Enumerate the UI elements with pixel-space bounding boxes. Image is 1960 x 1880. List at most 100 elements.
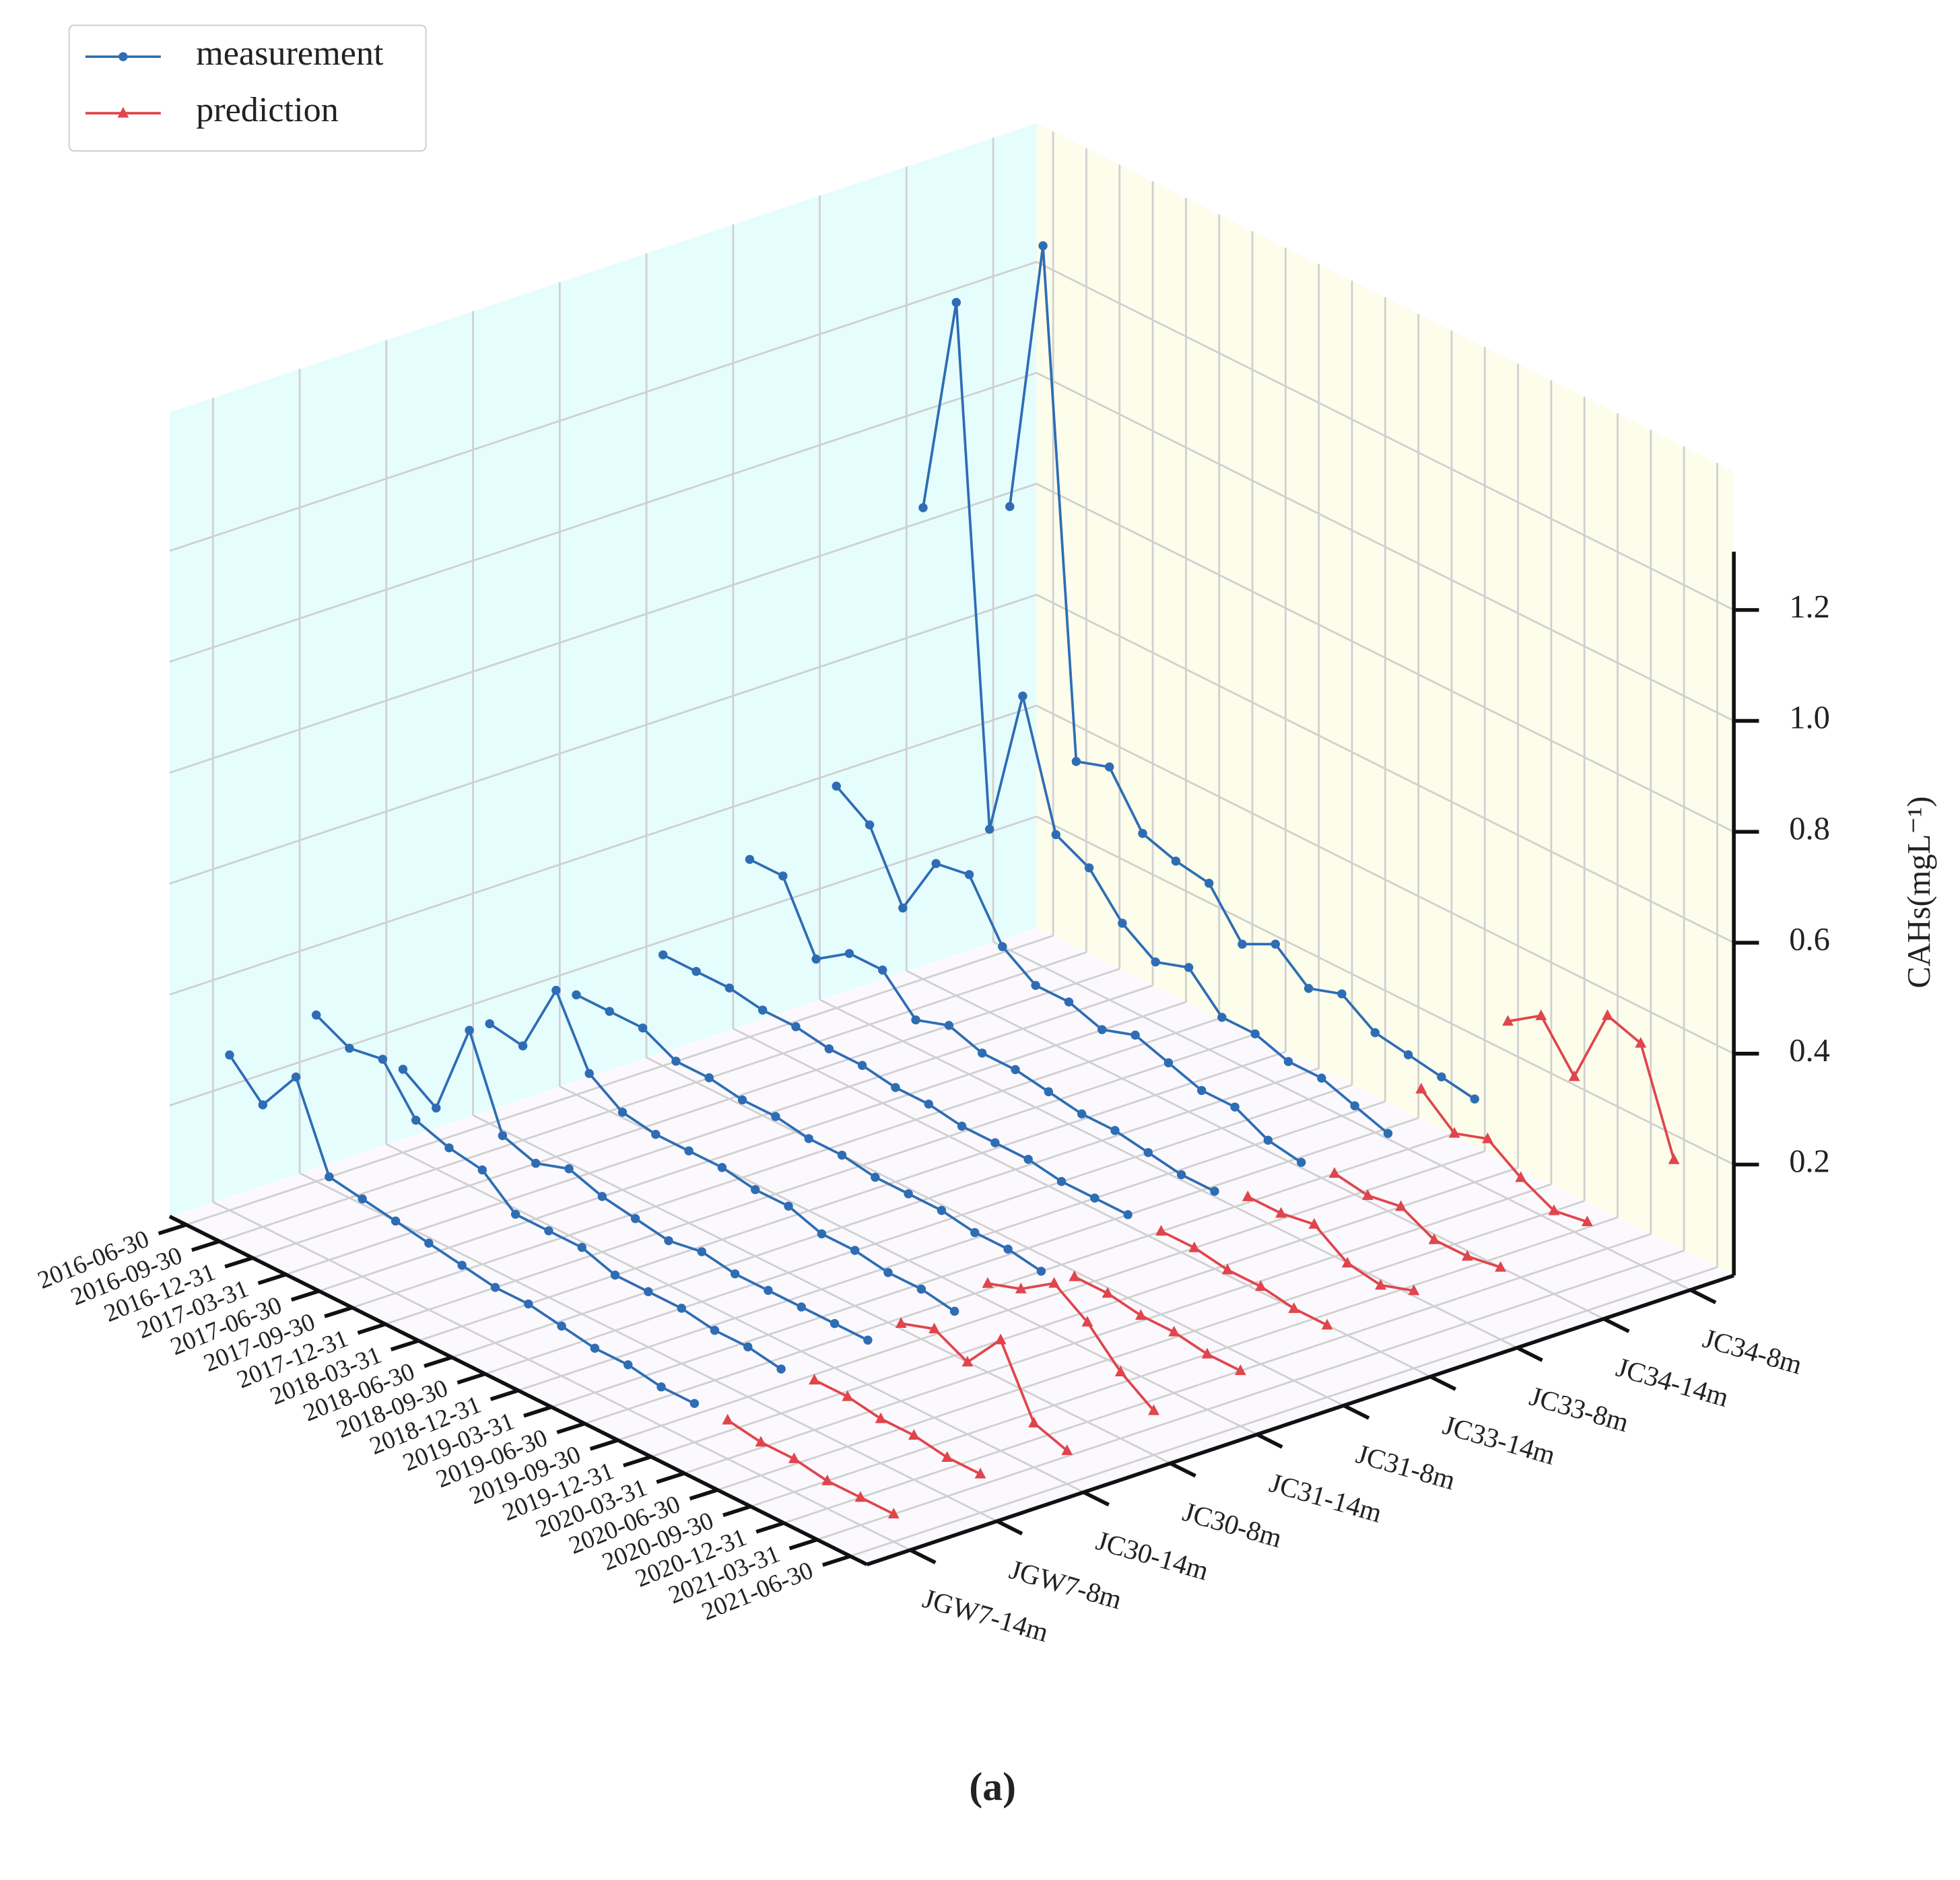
marker — [804, 1134, 813, 1143]
marker — [1005, 502, 1015, 511]
x-tick — [755, 1521, 785, 1534]
grid-line — [783, 1233, 1652, 1524]
marker — [1304, 984, 1314, 993]
marker — [871, 1172, 880, 1182]
x-tick — [191, 1239, 220, 1252]
marker — [931, 859, 941, 869]
marker — [697, 1247, 707, 1256]
y-tick — [1343, 1403, 1370, 1420]
marker — [1263, 1135, 1273, 1145]
marker — [854, 1491, 867, 1502]
marker — [584, 1069, 594, 1078]
grid-line — [584, 1133, 1452, 1425]
grid-line — [385, 1034, 1253, 1325]
y-tick — [1429, 1374, 1457, 1391]
marker — [531, 1158, 541, 1168]
grid-line — [418, 1050, 1286, 1342]
z-tick-label: 1.0 — [1789, 700, 1830, 736]
marker — [424, 1238, 434, 1248]
marker — [490, 1283, 500, 1292]
legend: measurement prediction — [85, 34, 384, 129]
y-tick — [909, 1548, 937, 1565]
marker — [928, 1322, 940, 1334]
x-tick — [290, 1289, 320, 1302]
x-tick — [788, 1537, 818, 1551]
marker — [883, 1268, 893, 1277]
marker — [1437, 1072, 1446, 1082]
marker — [1104, 762, 1114, 772]
grid-line — [717, 1200, 1585, 1491]
y-tick-label: JC31-14m — [1266, 1467, 1386, 1528]
grid-line — [617, 1150, 1485, 1442]
marker — [1668, 1153, 1680, 1164]
marker — [1123, 1210, 1133, 1219]
series-line — [1247, 1195, 1415, 1292]
marker — [524, 1299, 533, 1309]
y-tick-label: JGW7-8m — [1006, 1553, 1125, 1615]
grid-line — [212, 1201, 911, 1551]
marker — [1023, 1155, 1033, 1164]
marker — [1317, 1073, 1326, 1083]
z-tick-label: 0.8 — [1789, 811, 1830, 846]
marker — [1283, 1056, 1293, 1067]
x-tick — [589, 1438, 619, 1451]
z-axis-label: CAHs(mgL⁻¹) — [1901, 796, 1937, 988]
marker — [857, 1061, 867, 1070]
marker — [1201, 1347, 1213, 1359]
series-line — [813, 1378, 981, 1475]
series-line — [1508, 1013, 1675, 1160]
marker — [1102, 1287, 1114, 1298]
series-line — [987, 1281, 1155, 1412]
marker — [970, 1228, 980, 1238]
marker — [764, 1285, 773, 1296]
marker — [1151, 957, 1160, 967]
marker — [957, 1121, 967, 1131]
x-tick — [722, 1504, 751, 1517]
marker — [432, 1103, 441, 1113]
marker — [1234, 1364, 1246, 1376]
marker — [518, 1041, 528, 1050]
y-tick-label: JC34-8m — [1699, 1322, 1805, 1380]
marker — [1135, 1309, 1147, 1320]
marker — [1148, 1404, 1159, 1415]
marker — [1288, 1302, 1300, 1313]
marker — [358, 1194, 367, 1204]
grid-line — [646, 1056, 1345, 1407]
marker — [964, 870, 974, 879]
grid-line — [386, 1143, 1085, 1493]
marker — [1003, 1244, 1013, 1254]
marker — [605, 1007, 615, 1016]
marker — [724, 983, 735, 993]
axis-line — [866, 1273, 1735, 1567]
marker — [1470, 1094, 1479, 1104]
z-tick-label: 1.2 — [1789, 589, 1830, 625]
marker — [1375, 1279, 1386, 1290]
marker — [776, 1364, 786, 1374]
marker — [757, 1005, 768, 1015]
grid-line — [683, 1183, 1552, 1475]
marker — [671, 1056, 681, 1066]
marker — [844, 949, 854, 958]
series-line — [900, 1322, 1069, 1452]
marker — [1395, 1200, 1407, 1211]
marker — [444, 1143, 454, 1153]
marker — [1118, 918, 1127, 928]
marker — [1341, 1256, 1353, 1268]
marker — [1163, 1058, 1174, 1068]
marker — [1568, 1070, 1580, 1081]
marker — [689, 1399, 700, 1409]
marker — [1018, 691, 1027, 701]
marker — [878, 965, 887, 975]
y-tick-label: JC31-8m — [1353, 1438, 1458, 1496]
marker — [797, 1302, 806, 1312]
marker — [325, 1172, 334, 1182]
grid-line — [252, 968, 1120, 1259]
marker — [745, 854, 755, 865]
marker — [895, 1317, 907, 1328]
marker — [1255, 1280, 1266, 1291]
marker — [1071, 757, 1081, 766]
marker — [1110, 1126, 1120, 1135]
marker — [638, 1023, 648, 1033]
marker — [916, 1284, 926, 1294]
marker — [1242, 1190, 1254, 1201]
